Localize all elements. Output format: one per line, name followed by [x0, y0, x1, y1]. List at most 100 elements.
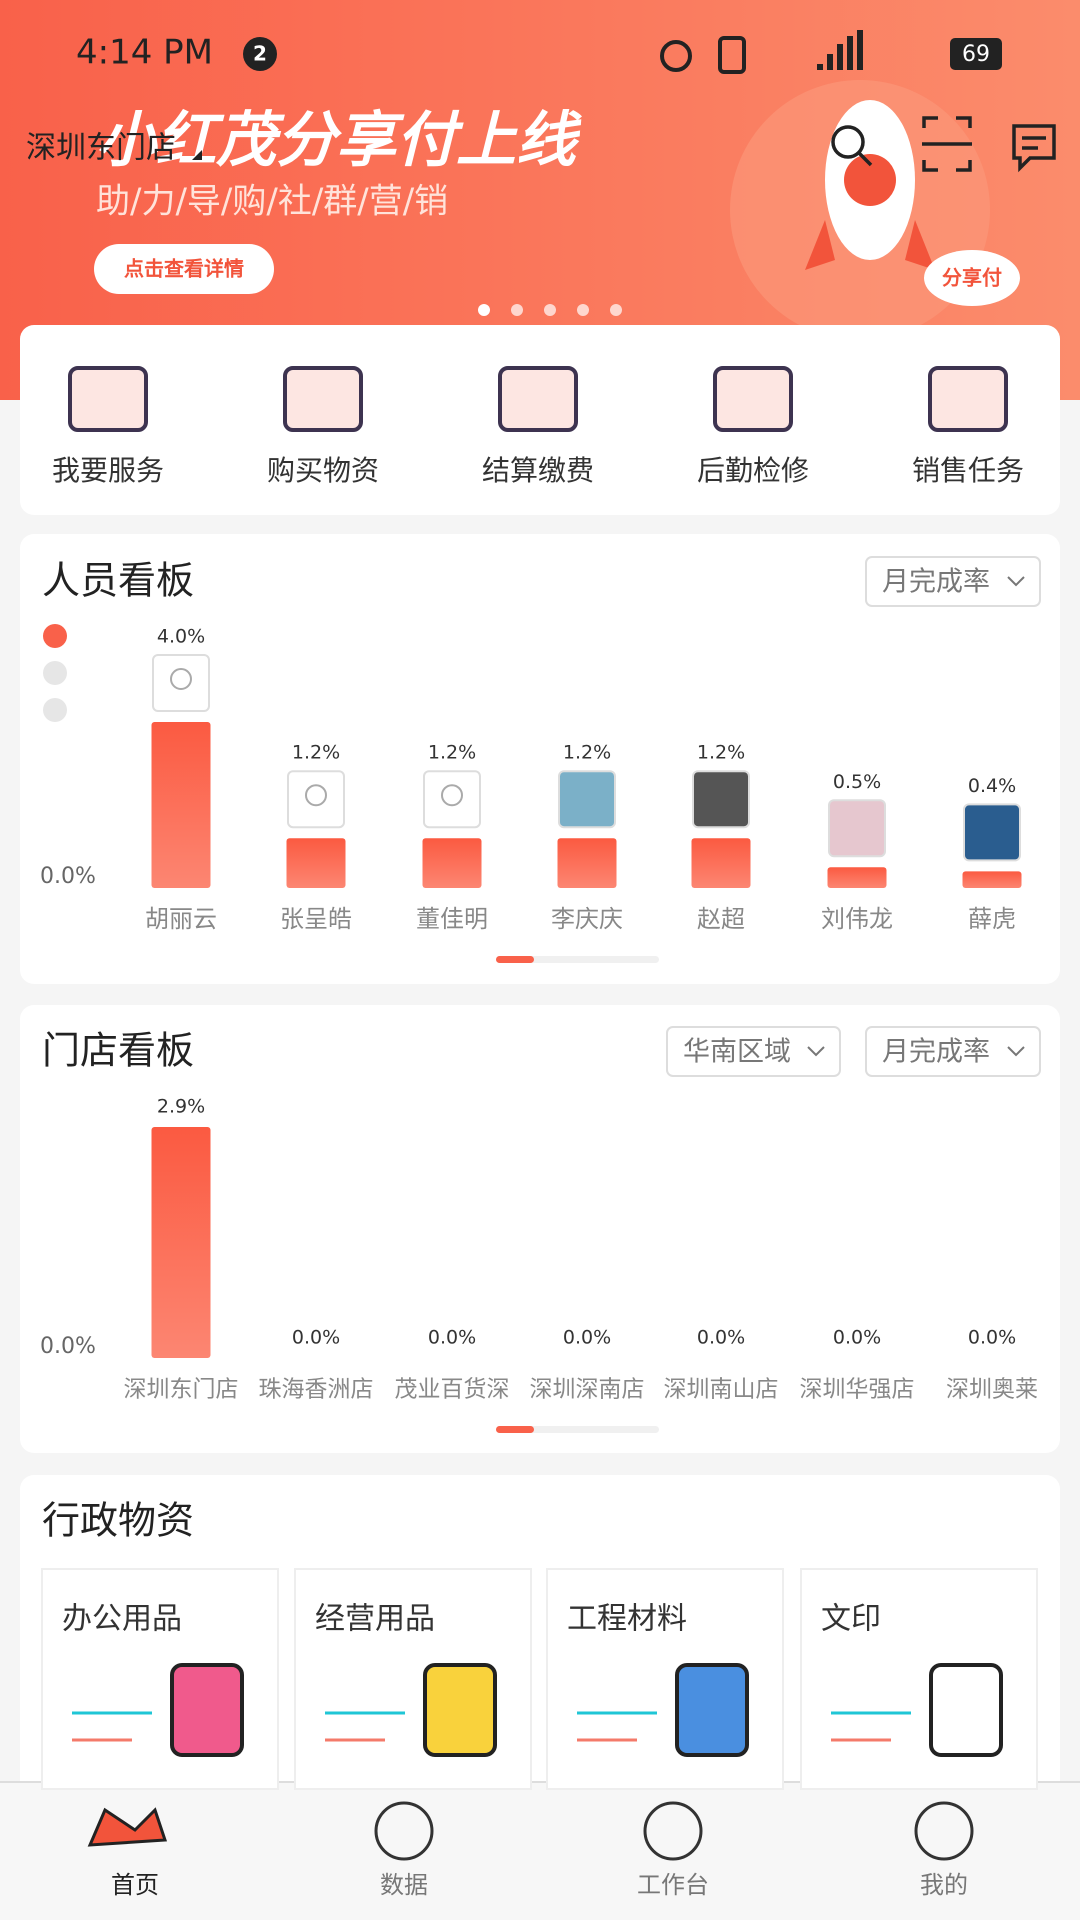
supply-illustration: [423, 1663, 497, 1757]
avatar: [423, 770, 481, 829]
scroll-thumb: [496, 1426, 534, 1433]
scroll-track: [496, 956, 659, 963]
tab-icon: [374, 1801, 434, 1861]
value-label: 0.0%: [563, 1327, 611, 1349]
y-tick-label: 0.0%: [40, 864, 96, 889]
supply-card[interactable]: 工程材料: [546, 1568, 784, 1790]
scroll-track: [496, 1426, 659, 1433]
tab-bar: [0, 1782, 1080, 1920]
quick-action-label: 后勤检修: [697, 454, 809, 487]
status-time: 4:14 PM: [76, 33, 213, 73]
bar: [557, 838, 617, 888]
avatar-frame: [423, 770, 481, 829]
x-tick-label: 茂业百货深: [395, 1377, 510, 1403]
bar: [422, 838, 482, 888]
filter-dropdown[interactable]: [666, 1026, 841, 1077]
value-label: 4.0%: [157, 626, 205, 648]
value-label: 1.2%: [292, 742, 340, 764]
badge: [924, 250, 1020, 306]
avatar-frame: [963, 803, 1021, 862]
quick-action[interactable]: 结算缴费: [482, 366, 594, 487]
location[interactable]: 深圳东门店: [26, 131, 176, 166]
value-label: 0.0%: [697, 1327, 745, 1349]
filter-label: 华南区域: [683, 1037, 791, 1068]
bar: [151, 1127, 211, 1358]
battery-level: 69: [962, 42, 990, 67]
avatar: [287, 770, 345, 829]
quick-action[interactable]: 销售任务: [912, 366, 1024, 487]
tab[interactable]: 数据: [374, 1801, 434, 1899]
x-tick-label: 刘伟龙: [821, 905, 893, 933]
store-board-card: [20, 1005, 1060, 1453]
tab-icon: [87, 1807, 168, 1847]
tab-label: 我的: [920, 1871, 968, 1899]
notification-badge: [243, 37, 277, 71]
avatar: [692, 770, 750, 829]
pager-dot[interactable]: [43, 661, 67, 685]
location-arrow: [192, 150, 202, 160]
banner-subtitle: 助/力/导/购/社/群/营/销: [96, 182, 448, 222]
banner-headline: 小红茂分享付上线: [96, 106, 582, 176]
filter-dropdown[interactable]: [865, 556, 1041, 607]
filter-dropdown[interactable]: [865, 1026, 1041, 1077]
y-tick-label: 0.0%: [40, 1334, 96, 1359]
notification-count: 2: [253, 42, 267, 66]
avatar: [558, 770, 616, 829]
dropdown-arrow: [1007, 576, 1025, 587]
quick-action[interactable]: 购买物资: [267, 366, 379, 487]
value-label: 1.2%: [563, 742, 611, 764]
value-label: 0.0%: [833, 1327, 881, 1349]
avatar-frame: [287, 770, 345, 829]
supply-illustration: [170, 1663, 244, 1757]
value-label: 2.9%: [157, 1096, 205, 1118]
quick-action-icon: [283, 366, 363, 432]
x-tick-label: 深圳华强店: [800, 1377, 915, 1403]
banner-button[interactable]: [94, 244, 274, 294]
x-tick-label: 深圳奥莱: [946, 1377, 1038, 1403]
pager-dot[interactable]: [43, 624, 67, 648]
x-tick-label: 珠海香洲店: [259, 1377, 374, 1403]
avatar-frame: [692, 770, 750, 829]
x-tick-label: 薛虎: [968, 905, 1016, 933]
quick-action[interactable]: 我要服务: [52, 366, 164, 487]
x-tick-label: 张呈皓: [280, 905, 352, 933]
quick-action-icon: [498, 366, 578, 432]
battery: [950, 38, 1002, 70]
supply-illustration: [675, 1663, 749, 1757]
avatar: [963, 803, 1021, 862]
tab[interactable]: 首页: [87, 1807, 168, 1899]
supply-card[interactable]: 办公用品: [41, 1568, 279, 1790]
filter-label: 月完成率: [882, 567, 990, 598]
quick-action-icon: [68, 366, 148, 432]
value-label: 1.2%: [428, 742, 476, 764]
x-tick-label: 赵超: [697, 905, 745, 933]
avatar-frame: [828, 799, 886, 858]
x-tick-label: 董佳明: [416, 905, 488, 933]
quick-action-label: 我要服务: [52, 454, 164, 487]
badge-label: 分享付: [942, 266, 1002, 290]
filter-label: 月完成率: [882, 1037, 990, 1068]
tab-label: 工作台: [637, 1871, 709, 1899]
staff-board-title: 人员看板: [42, 559, 194, 603]
tab-icon: [643, 1801, 703, 1861]
staff-board-card: [20, 534, 1060, 984]
top-icons[interactable]: [831, 116, 1056, 173]
supply-card[interactable]: 经营用品: [294, 1568, 532, 1790]
x-tick-label: 深圳南山店: [664, 1377, 779, 1403]
tab[interactable]: 我的: [914, 1801, 974, 1899]
supply-card-label: 文印: [821, 1602, 881, 1637]
supply-card-label: 经营用品: [315, 1602, 435, 1637]
bar: [962, 871, 1022, 888]
admin-title: 行政物资: [42, 1499, 194, 1543]
x-tick-label: 胡丽云: [145, 905, 217, 933]
status-icons: [660, 30, 863, 74]
pager-dot[interactable]: [43, 698, 67, 722]
quick-action[interactable]: 后勤检修: [697, 366, 809, 487]
avatar-frame: [152, 654, 210, 712]
quick-action-icon: [928, 366, 1008, 432]
supply-card[interactable]: 文印: [800, 1568, 1038, 1790]
supply-card-label: 办公用品: [62, 1602, 182, 1637]
tab[interactable]: 工作台: [637, 1801, 709, 1899]
